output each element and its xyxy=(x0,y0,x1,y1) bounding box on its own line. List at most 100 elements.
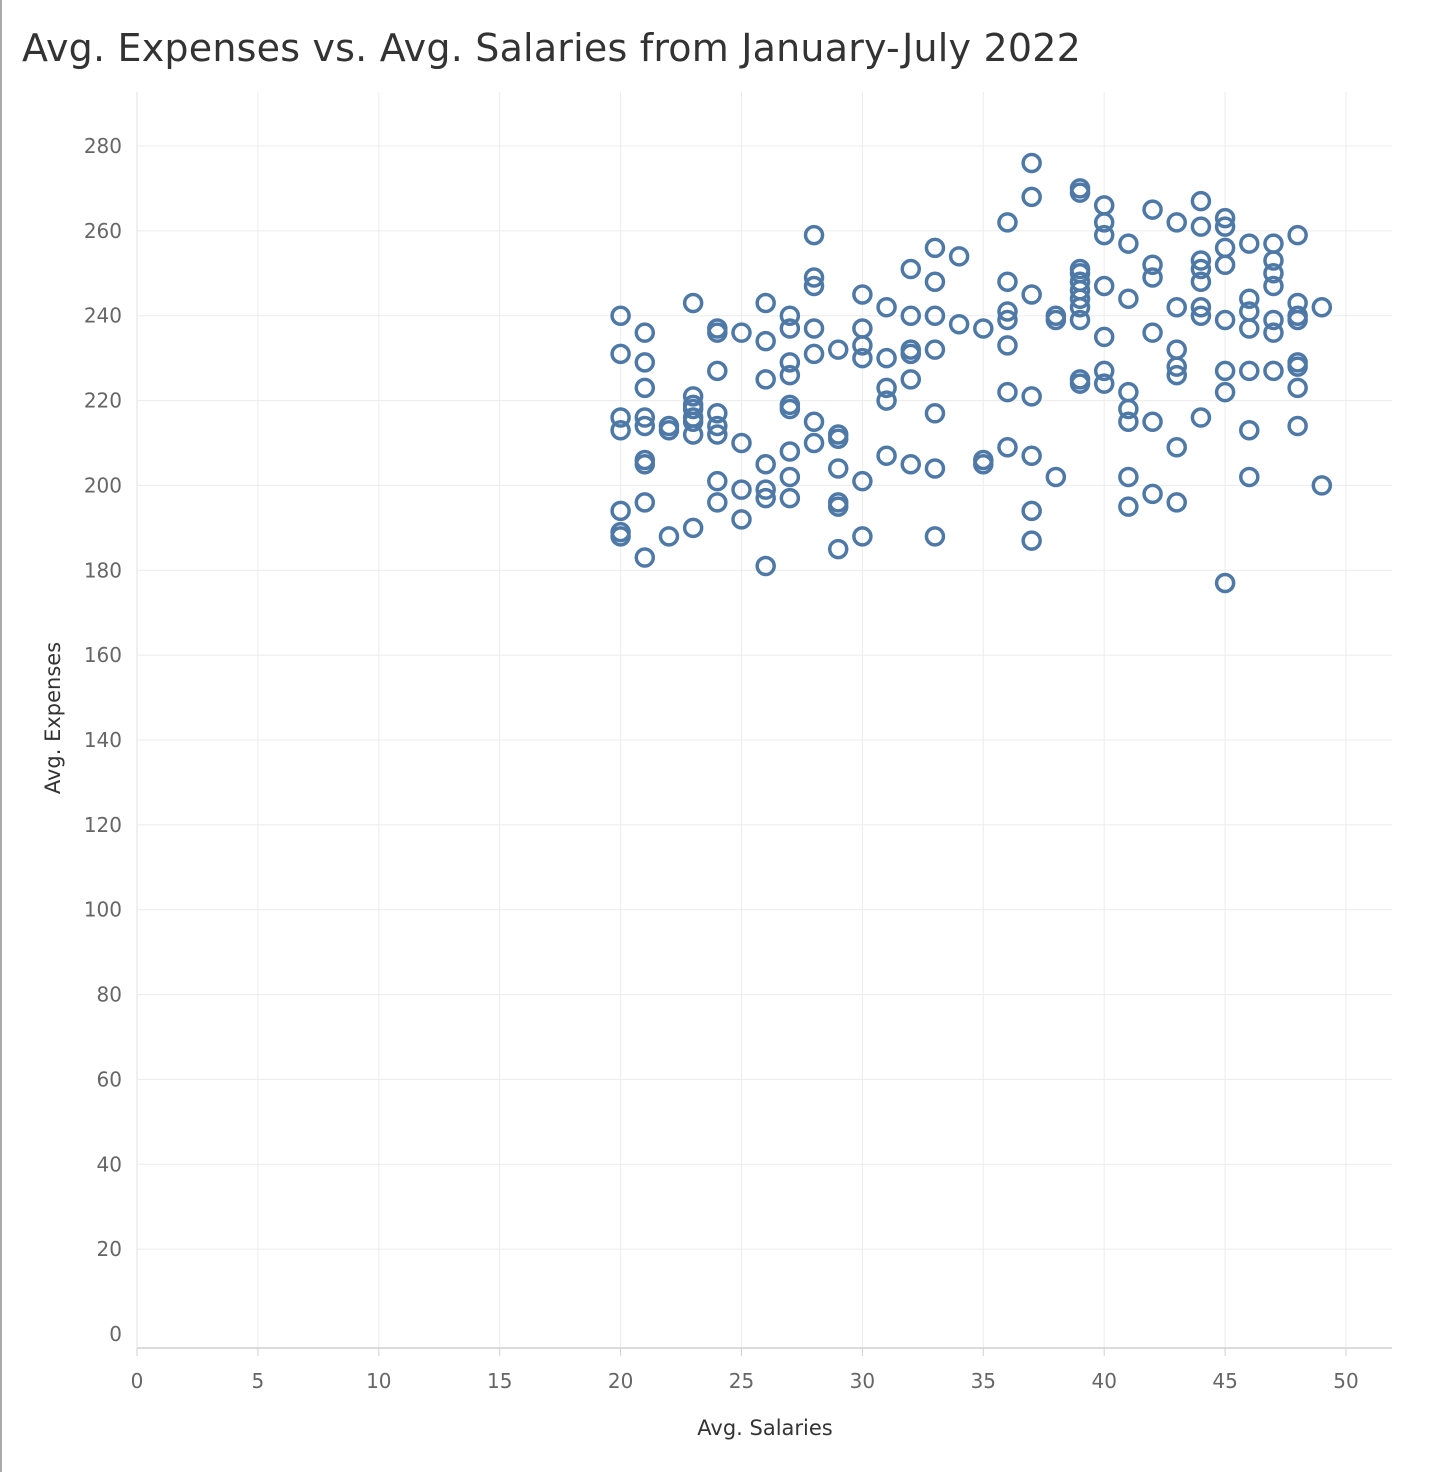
data-point[interactable] xyxy=(610,305,631,326)
data-point[interactable] xyxy=(1166,436,1187,458)
data-point[interactable] xyxy=(827,458,849,479)
data-point[interactable] xyxy=(803,318,825,339)
data-point[interactable] xyxy=(1142,254,1163,276)
data-point[interactable] xyxy=(1311,296,1333,318)
data-point[interactable] xyxy=(1093,275,1115,297)
data-point[interactable] xyxy=(876,390,897,411)
data-point[interactable] xyxy=(827,496,849,517)
data-point[interactable] xyxy=(610,343,631,365)
data-point[interactable] xyxy=(1214,360,1236,382)
data-point[interactable] xyxy=(1263,360,1284,382)
data-point[interactable] xyxy=(1263,322,1284,343)
data-point[interactable] xyxy=(997,381,1018,403)
data-point[interactable] xyxy=(779,352,801,373)
data-point[interactable] xyxy=(1190,305,1212,326)
data-point[interactable] xyxy=(1142,483,1163,505)
data-point[interactable] xyxy=(997,309,1018,331)
data-point[interactable] xyxy=(803,411,825,433)
data-point[interactable] xyxy=(779,305,801,326)
data-point[interactable] xyxy=(707,403,728,424)
data-point[interactable] xyxy=(634,407,656,428)
data-point[interactable] xyxy=(634,352,656,373)
data-point[interactable] xyxy=(1214,309,1236,331)
data-point[interactable] xyxy=(1263,309,1284,331)
data-point[interactable] xyxy=(634,453,656,475)
data-point[interactable] xyxy=(682,292,704,314)
data-point[interactable] xyxy=(948,313,970,335)
data-point[interactable] xyxy=(948,246,970,267)
data-point[interactable] xyxy=(634,415,656,437)
data-point[interactable] xyxy=(707,470,728,492)
data-point[interactable] xyxy=(1190,271,1212,293)
data-point[interactable] xyxy=(1118,233,1139,254)
data-point[interactable] xyxy=(1190,296,1212,318)
data-point[interactable] xyxy=(900,305,922,326)
data-point[interactable] xyxy=(1214,381,1236,403)
data-point[interactable] xyxy=(779,398,801,420)
data-point[interactable] xyxy=(682,517,704,539)
data-point[interactable] xyxy=(1166,364,1187,386)
data-point[interactable] xyxy=(1190,190,1212,212)
data-point[interactable] xyxy=(1093,326,1115,348)
data-point[interactable] xyxy=(803,224,825,246)
data-point[interactable] xyxy=(1142,322,1163,343)
data-point[interactable] xyxy=(1021,152,1042,174)
data-point[interactable] xyxy=(682,398,704,420)
data-point[interactable] xyxy=(1093,212,1115,233)
data-point[interactable] xyxy=(755,330,776,352)
data-point[interactable] xyxy=(707,492,728,513)
data-point[interactable] xyxy=(1263,233,1284,254)
data-point[interactable] xyxy=(1190,407,1212,428)
data-point[interactable] xyxy=(658,420,680,441)
data-point[interactable] xyxy=(682,424,704,445)
data-point[interactable] xyxy=(1287,377,1308,399)
data-point[interactable] xyxy=(1166,212,1187,233)
data-point[interactable] xyxy=(1021,386,1042,407)
data-point[interactable] xyxy=(755,369,776,390)
data-point[interactable] xyxy=(1239,318,1260,339)
data-point[interactable] xyxy=(755,292,776,314)
data-point[interactable] xyxy=(1118,288,1139,309)
data-point[interactable] xyxy=(827,538,849,560)
data-point[interactable] xyxy=(779,466,801,488)
data-point[interactable] xyxy=(779,318,801,339)
data-point[interactable] xyxy=(1287,309,1308,331)
data-point[interactable] xyxy=(1118,411,1139,433)
data-point[interactable] xyxy=(1239,233,1260,254)
data-point[interactable] xyxy=(1311,475,1333,496)
data-point[interactable] xyxy=(779,364,801,386)
data-point[interactable] xyxy=(707,360,728,382)
data-point[interactable] xyxy=(852,526,873,547)
data-point[interactable] xyxy=(852,347,873,369)
data-point[interactable] xyxy=(1069,182,1091,203)
data-point[interactable] xyxy=(610,420,631,441)
data-point[interactable] xyxy=(1093,224,1115,246)
data-point[interactable] xyxy=(876,377,897,399)
data-point[interactable] xyxy=(900,258,922,280)
data-point[interactable] xyxy=(1287,415,1308,437)
data-point[interactable] xyxy=(682,386,704,407)
data-point[interactable] xyxy=(1093,360,1115,382)
data-point[interactable] xyxy=(634,547,656,568)
data-point[interactable] xyxy=(852,284,873,305)
data-point[interactable] xyxy=(973,318,994,339)
data-point[interactable] xyxy=(1045,309,1067,331)
data-point[interactable] xyxy=(852,470,873,492)
data-point[interactable] xyxy=(1142,411,1163,433)
data-point[interactable] xyxy=(924,271,946,293)
data-point[interactable] xyxy=(634,377,656,399)
data-point[interactable] xyxy=(900,453,922,475)
data-point[interactable] xyxy=(1214,207,1236,229)
data-point[interactable] xyxy=(924,526,946,547)
data-point[interactable] xyxy=(1021,186,1042,208)
data-point[interactable] xyxy=(803,343,825,365)
data-point[interactable] xyxy=(1166,296,1187,318)
data-point[interactable] xyxy=(1263,250,1284,271)
data-point[interactable] xyxy=(1118,466,1139,488)
data-point[interactable] xyxy=(707,322,728,343)
data-point[interactable] xyxy=(1069,288,1091,309)
data-point[interactable] xyxy=(731,479,752,500)
data-point[interactable] xyxy=(755,453,776,475)
data-point[interactable] xyxy=(827,428,849,450)
data-point[interactable] xyxy=(876,296,897,318)
